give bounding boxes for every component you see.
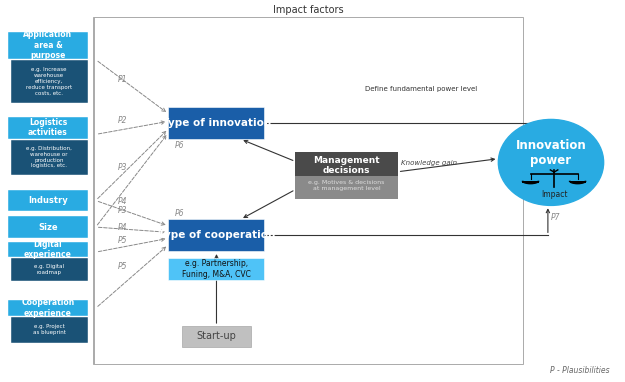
- Text: P3: P3: [118, 206, 127, 215]
- Text: P5: P5: [118, 262, 127, 271]
- Text: P4: P4: [118, 223, 127, 232]
- Text: e.g. Project
as blueprint: e.g. Project as blueprint: [32, 324, 66, 335]
- Text: P4: P4: [118, 196, 127, 206]
- FancyBboxPatch shape: [8, 117, 88, 139]
- Text: e.g. Distribution,
warehouse or
production
logistics, etc.: e.g. Distribution, warehouse or producti…: [26, 146, 72, 168]
- Text: Knowledge gain: Knowledge gain: [401, 160, 457, 166]
- Text: Logistics
activities: Logistics activities: [28, 118, 68, 138]
- FancyBboxPatch shape: [522, 181, 539, 183]
- FancyBboxPatch shape: [169, 107, 264, 139]
- Text: P - Plausibilities: P - Plausibilities: [550, 366, 610, 376]
- Text: P1: P1: [118, 75, 127, 84]
- FancyBboxPatch shape: [569, 181, 586, 183]
- Text: Industry: Industry: [28, 196, 68, 205]
- FancyBboxPatch shape: [296, 175, 398, 199]
- Text: P2: P2: [118, 116, 127, 125]
- Text: e.g. Motives & decisions
at management level: e.g. Motives & decisions at management l…: [308, 180, 385, 191]
- Text: Digital
experience: Digital experience: [24, 240, 72, 259]
- Text: Define fundamental power level: Define fundamental power level: [365, 86, 478, 92]
- FancyBboxPatch shape: [8, 190, 88, 211]
- Ellipse shape: [498, 120, 604, 206]
- Text: P3: P3: [118, 163, 127, 172]
- Text: e.g. Digital
roadmap: e.g. Digital roadmap: [34, 264, 64, 275]
- Text: P7: P7: [551, 214, 561, 222]
- FancyBboxPatch shape: [169, 258, 264, 280]
- Text: Type of cooperation: Type of cooperation: [158, 230, 275, 240]
- Text: P6: P6: [174, 209, 184, 218]
- FancyBboxPatch shape: [11, 140, 88, 175]
- Text: Impact: Impact: [541, 190, 568, 199]
- Text: Application
area &
purpose: Application area & purpose: [23, 30, 72, 60]
- Text: Type of innovation: Type of innovation: [162, 118, 271, 128]
- Text: Cooperation
experience: Cooperation experience: [21, 298, 74, 318]
- FancyBboxPatch shape: [8, 242, 88, 257]
- Text: Size: Size: [38, 223, 58, 231]
- Text: Management
decisions: Management decisions: [313, 155, 380, 175]
- FancyBboxPatch shape: [11, 60, 88, 103]
- Text: Start-up: Start-up: [196, 331, 236, 341]
- FancyBboxPatch shape: [11, 317, 88, 343]
- FancyBboxPatch shape: [8, 300, 88, 316]
- Text: P6: P6: [174, 141, 184, 151]
- FancyBboxPatch shape: [296, 152, 398, 175]
- FancyBboxPatch shape: [182, 326, 251, 346]
- Text: e.g. Increase
warehouse
efficiency,
reduce transport
costs, etc.: e.g. Increase warehouse efficiency, redu…: [26, 67, 72, 96]
- Text: P5: P5: [118, 236, 127, 245]
- Text: e.g. Partnership,
Funing, M&A, CVC: e.g. Partnership, Funing, M&A, CVC: [182, 259, 251, 278]
- Text: Impact factors: Impact factors: [272, 5, 343, 15]
- FancyBboxPatch shape: [11, 257, 88, 281]
- FancyBboxPatch shape: [8, 32, 88, 58]
- Text: Innovation
power: Innovation power: [516, 139, 586, 167]
- FancyBboxPatch shape: [8, 216, 88, 238]
- FancyBboxPatch shape: [169, 219, 264, 251]
